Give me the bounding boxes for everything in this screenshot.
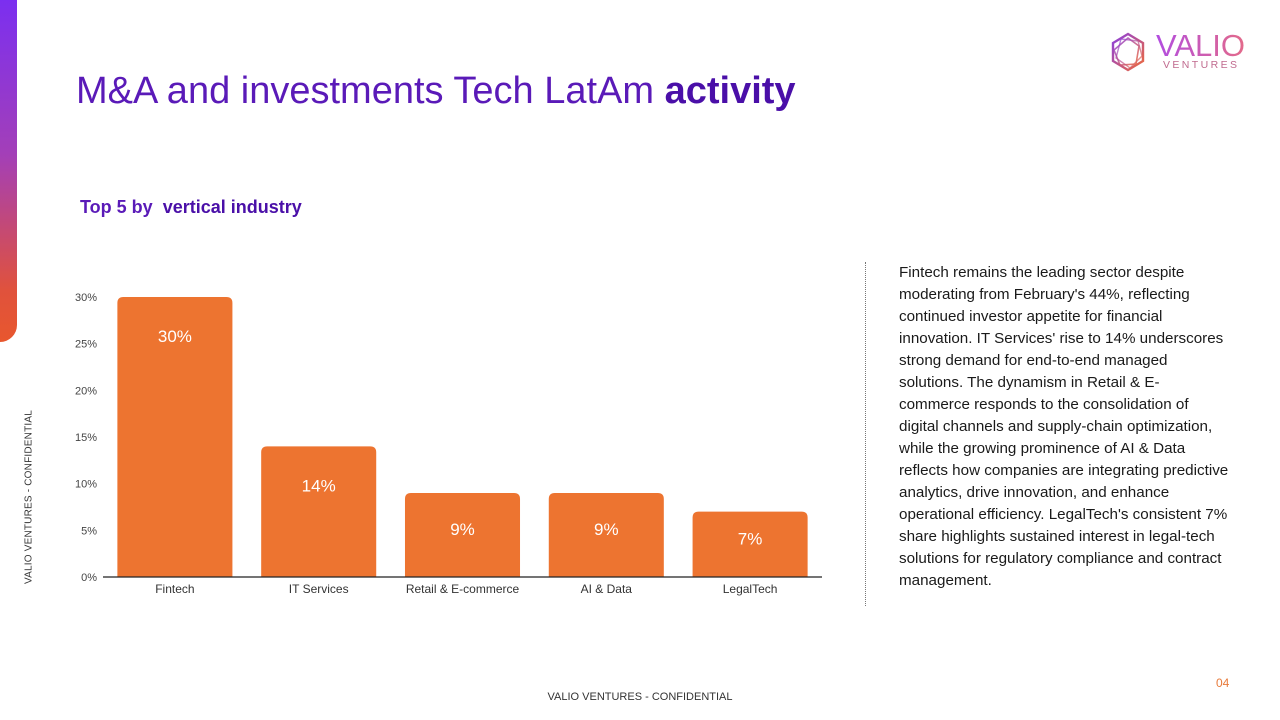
x-tick-label: AI & Data	[581, 582, 633, 596]
x-tick-label: Retail & E-commerce	[406, 582, 520, 596]
y-tick-label: 5%	[81, 525, 97, 537]
accent-bar	[0, 0, 17, 342]
vertical-divider	[865, 262, 866, 606]
title-regular: M&A and investments Tech LatAm	[76, 70, 655, 112]
bar	[404, 493, 521, 577]
logo-wordmark: VALIO	[1156, 28, 1246, 63]
y-tick-label: 10%	[75, 479, 97, 491]
logo-subtitle: VENTURES	[1163, 59, 1240, 71]
bar-chart: 0% 5% 10% 15% 20% 25% 30% 30% Fintech 14% IT Servi…	[75, 292, 822, 596]
hexagon-logo-icon	[1111, 32, 1145, 72]
data-label: 7%	[738, 529, 763, 548]
page-title: M&A and investments Tech LatAm activity	[76, 70, 796, 113]
y-tick-label: 15%	[75, 432, 97, 444]
data-label: 9%	[450, 520, 475, 539]
x-tick-label: Fintech	[155, 582, 194, 596]
bar	[548, 493, 664, 577]
footer-confidential: VALIO VENTURES - CONFIDENTIAL	[547, 691, 733, 703]
chart-subtitle: Top 5 by vertical industry	[80, 197, 302, 218]
side-confidential-label: VALIO VENTURES - CONFIDENTIAL	[23, 410, 35, 584]
commentary-text: Fintech remains the leading sector despi…	[899, 264, 1229, 589]
x-tick-label: IT Services	[289, 582, 349, 596]
subtitle-bold: vertical industry	[162, 197, 302, 217]
title-bold: activity	[664, 70, 796, 112]
x-tick-label: LegalTech	[723, 582, 778, 596]
y-tick-label: 25%	[75, 339, 97, 351]
valio-logo: VALIO VENTURES	[1106, 28, 1248, 74]
data-label: 14%	[302, 476, 336, 495]
page-number: 04	[1216, 676, 1230, 690]
bar	[261, 446, 377, 577]
bar	[692, 511, 808, 577]
bar	[117, 297, 233, 577]
subtitle-regular: Top 5 by	[80, 197, 153, 217]
data-label: 30%	[158, 327, 192, 346]
y-tick-label: 20%	[75, 385, 97, 397]
y-tick-label: 30%	[75, 292, 97, 304]
y-tick-label: 0%	[81, 572, 97, 584]
data-label: 9%	[594, 520, 619, 539]
